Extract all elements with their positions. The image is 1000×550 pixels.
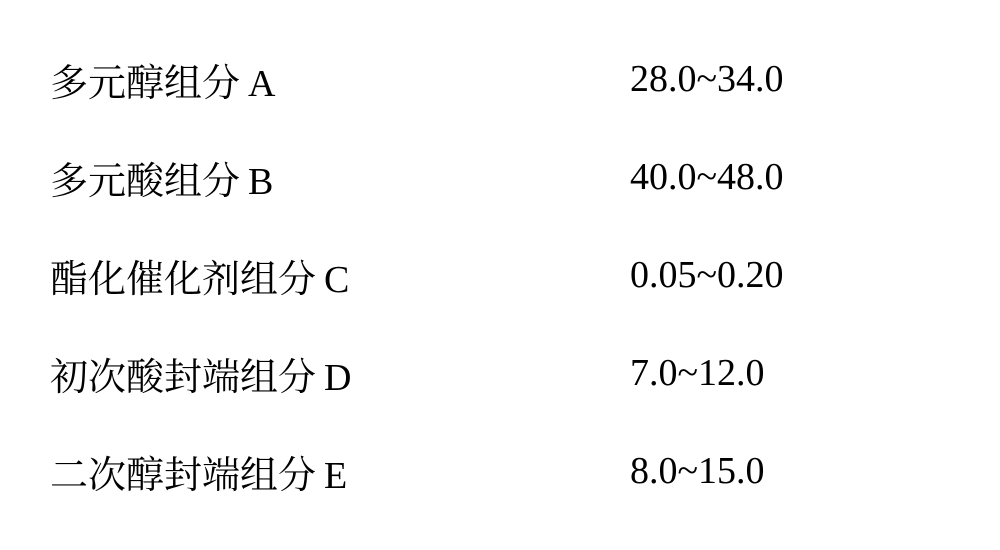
component-label: 初次酸封端组分D bbox=[50, 346, 630, 401]
label-text: 多元酸组分 bbox=[50, 150, 240, 205]
composition-table: 多元醇组分A 28.0~34.0 多元酸组分B 40.0~48.0 酯化催化剂组… bbox=[0, 0, 1000, 550]
label-text: 酯化催化剂组分 bbox=[50, 248, 316, 303]
table-row: 二次醇封端组分E 8.0~15.0 bbox=[50, 444, 920, 499]
label-text: 初次酸封端组分 bbox=[50, 346, 316, 401]
component-label: 多元酸组分B bbox=[50, 150, 630, 205]
label-suffix: B bbox=[248, 161, 273, 203]
component-value: 7.0~12.0 bbox=[630, 351, 920, 395]
table-row: 酯化催化剂组分C 0.05~0.20 bbox=[50, 248, 920, 303]
label-text: 多元醇组分 bbox=[50, 52, 240, 107]
table-row: 多元醇组分A 28.0~34.0 bbox=[50, 52, 920, 107]
label-suffix: D bbox=[324, 357, 351, 399]
component-label: 二次醇封端组分E bbox=[50, 444, 630, 499]
label-suffix: E bbox=[324, 455, 347, 497]
table-row: 初次酸封端组分D 7.0~12.0 bbox=[50, 346, 920, 401]
table-row: 多元酸组分B 40.0~48.0 bbox=[50, 150, 920, 205]
component-label: 多元醇组分A bbox=[50, 52, 630, 107]
component-label: 酯化催化剂组分C bbox=[50, 248, 630, 303]
label-suffix: A bbox=[248, 63, 275, 105]
component-value: 28.0~34.0 bbox=[630, 57, 920, 101]
component-value: 0.05~0.20 bbox=[630, 253, 920, 297]
label-suffix: C bbox=[324, 259, 349, 301]
component-value: 8.0~15.0 bbox=[630, 449, 920, 493]
label-text: 二次醇封端组分 bbox=[50, 444, 316, 499]
component-value: 40.0~48.0 bbox=[630, 155, 920, 199]
